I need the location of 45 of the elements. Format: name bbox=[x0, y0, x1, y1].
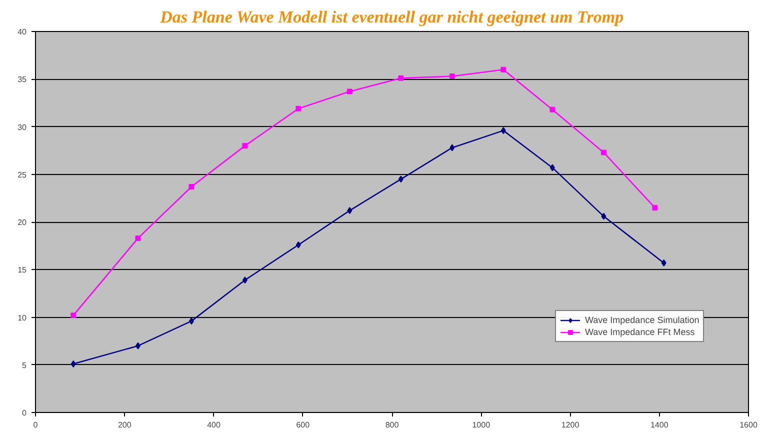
y-tick-label: 20 bbox=[18, 218, 28, 227]
point bbox=[398, 176, 404, 183]
y-tick-label: 35 bbox=[18, 75, 28, 84]
point bbox=[450, 144, 455, 152]
point bbox=[242, 143, 248, 149]
x-tick-label: 1000 bbox=[472, 420, 491, 430]
x-tick-label: 0 bbox=[33, 420, 38, 430]
x-tick-label: 1400 bbox=[650, 420, 669, 430]
point bbox=[188, 184, 194, 190]
legend-label: Wave Impedance FFt Mess bbox=[585, 327, 695, 337]
chart-title: Das Plane Wave Modell ist eventuell gar nicht geeignet um Tromp bbox=[159, 8, 624, 26]
point bbox=[500, 66, 506, 72]
y-tick-label: 0 bbox=[22, 408, 28, 418]
point bbox=[661, 259, 666, 266]
y-tick-label: 30 bbox=[18, 122, 28, 132]
point bbox=[135, 235, 141, 241]
point bbox=[296, 106, 302, 112]
point bbox=[449, 74, 455, 80]
x-tick-label: 800 bbox=[385, 420, 400, 430]
y-tick-label: 15 bbox=[18, 266, 28, 275]
point bbox=[652, 204, 658, 210]
point bbox=[188, 318, 194, 325]
y-tick-label: 5 bbox=[22, 360, 28, 370]
point bbox=[500, 127, 506, 134]
point bbox=[70, 312, 76, 318]
point bbox=[135, 342, 140, 350]
point bbox=[347, 207, 352, 214]
point bbox=[346, 88, 352, 94]
point bbox=[600, 150, 606, 156]
point bbox=[242, 276, 248, 284]
y-tick-label: 10 bbox=[18, 313, 28, 322]
x-tick-label: 1200 bbox=[561, 420, 580, 430]
point bbox=[601, 212, 606, 220]
point bbox=[70, 360, 76, 368]
y-tick-label: 25 bbox=[18, 170, 28, 180]
point bbox=[550, 106, 556, 112]
x-tick-label: 400 bbox=[207, 420, 221, 430]
legend-label: Wave Impedance Simulation bbox=[585, 315, 700, 325]
point bbox=[550, 164, 555, 172]
y-tick-label: 40 bbox=[18, 28, 28, 36]
x-tick-label: 1600 bbox=[740, 420, 758, 430]
x-tick-label: 600 bbox=[296, 420, 310, 430]
x-tick-label: 200 bbox=[118, 420, 132, 430]
point bbox=[296, 241, 301, 248]
point bbox=[398, 75, 404, 81]
